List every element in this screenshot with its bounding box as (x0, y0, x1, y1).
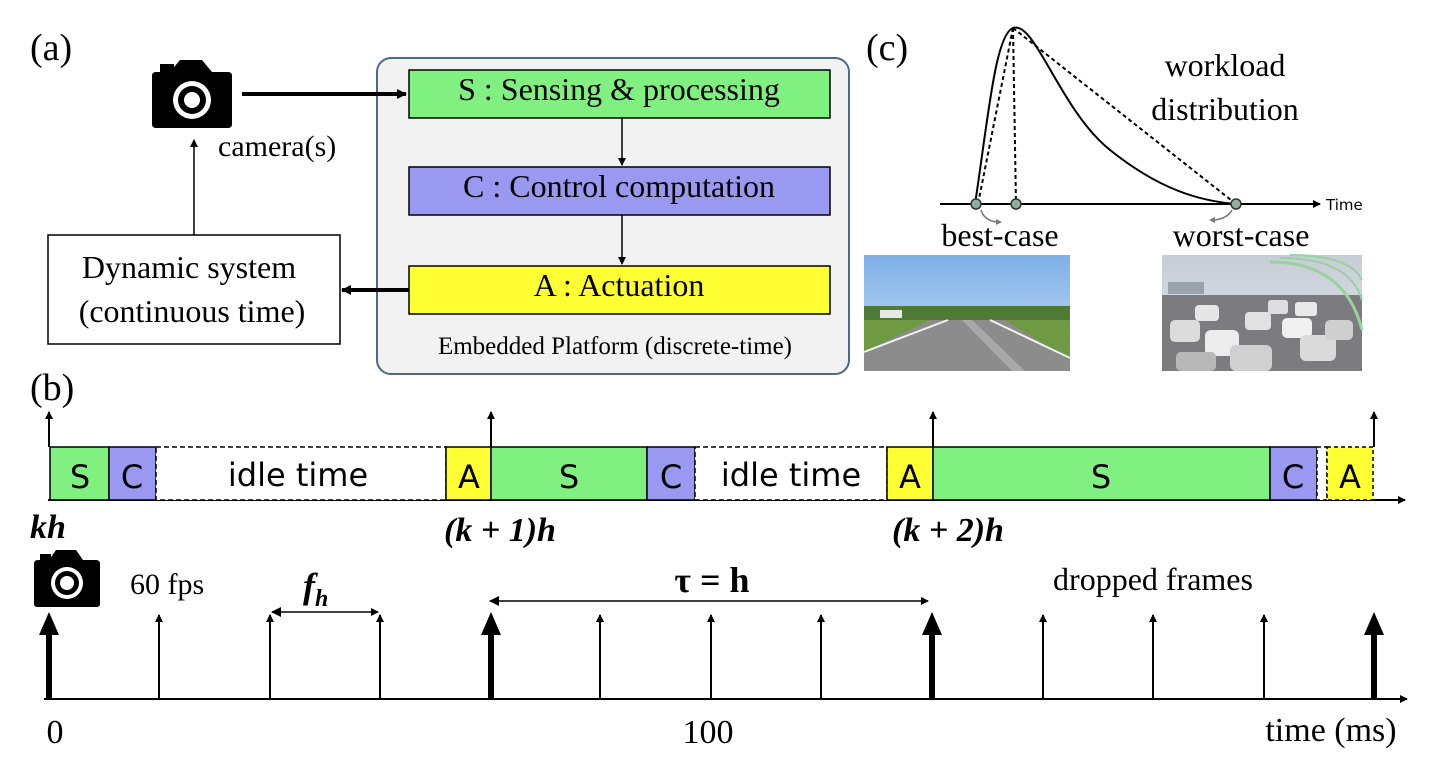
best-pointer (980, 209, 997, 223)
mid-case-marker (1010, 198, 1022, 210)
segment-s-2 (490, 446, 648, 501)
workload-label-line2: distribution (1151, 91, 1299, 127)
segment-c-3 (1269, 446, 1318, 501)
segment-a-1 (445, 446, 492, 501)
worst-pointer (1214, 209, 1233, 221)
sensing-block-label: S : Sensing & processing (458, 71, 780, 107)
segment-s-3-label: S (1091, 458, 1111, 496)
period-label-k2: (k + 2)h (892, 512, 1004, 549)
panel-a-label: (a) (30, 27, 72, 69)
axis-tick-100: 100 (683, 714, 734, 751)
best-case-marker (970, 198, 982, 210)
worst-dashed-line (1012, 27, 1237, 205)
worst-case-marker (1230, 198, 1242, 210)
segment-c-2-label: C (660, 458, 682, 496)
frame-tick-major-head (922, 612, 942, 635)
segment-s-1 (49, 446, 110, 501)
segment-idle-2-label: idle time (721, 456, 861, 494)
frame-ticks (39, 612, 1384, 699)
frame-tick-major-head (1364, 612, 1384, 635)
segment-idle-3 (1316, 446, 1328, 501)
segment-idle-1 (155, 446, 447, 501)
camera-label: camera(s) (218, 130, 336, 163)
segment-c-1 (108, 446, 157, 501)
control-block (408, 166, 831, 216)
segment-s-2-label: S (559, 458, 579, 496)
sensing-block (408, 69, 831, 119)
segment-a-3 (1326, 446, 1374, 501)
time-axis-label: time (ms) (1265, 712, 1396, 749)
period-label-k1: (k + 1)h (444, 512, 556, 549)
panel-b-label: (b) (30, 367, 74, 409)
segment-c-2 (646, 446, 696, 501)
actuation-block-label: A : Actuation (534, 267, 705, 303)
frame-interval-label: fh (303, 566, 328, 612)
schedule-segments: S C idle time A S C idle time A S C A (49, 446, 1374, 501)
segment-idle-2 (694, 446, 888, 501)
segment-a-1-label: A (458, 458, 480, 496)
segment-a-3-label: A (1339, 458, 1361, 496)
workload-curve (974, 26, 1237, 205)
best-case-label: best-case (941, 217, 1058, 253)
camera-icon-small (34, 550, 100, 607)
segment-c-1-label: C (121, 458, 143, 496)
best-dashed-line (977, 27, 1014, 205)
fps-label: 60 fps (130, 568, 204, 601)
axis-tick-0: 0 (47, 714, 64, 751)
segment-a-2-label: A (899, 458, 921, 496)
segment-idle-1-label: idle time (228, 456, 368, 494)
segment-s-3 (932, 446, 1271, 501)
segment-c-3-label: C (1282, 458, 1304, 496)
dynamic-system-line1: Dynamic system (82, 249, 296, 285)
period-label-k: kh (30, 509, 66, 546)
segment-s-1-label: S (70, 458, 90, 496)
tau-label: τ = h (674, 560, 749, 600)
workload-label-line1: workload (1165, 47, 1286, 83)
camera-icon (152, 60, 232, 128)
control-block-label: C : Control computation (463, 168, 775, 204)
panel-c-label: (c) (866, 27, 908, 69)
mid-dashed-line (1012, 27, 1017, 205)
dynamic-system-box (47, 234, 341, 345)
best-case-road-photo (863, 255, 1071, 371)
frame-tick-major-head (39, 612, 59, 635)
workload-time-label: Time (1325, 196, 1363, 214)
frame-tick-major-head (481, 612, 501, 635)
dropped-frames-label: dropped frames (1053, 561, 1253, 597)
dynamic-system-line2: (continuous time) (79, 293, 306, 329)
platform-label: Embedded Platform (discrete-time) (438, 333, 792, 360)
worst-case-traffic-photo (1162, 254, 1364, 371)
worst-case-label: worst-case (1173, 217, 1310, 253)
